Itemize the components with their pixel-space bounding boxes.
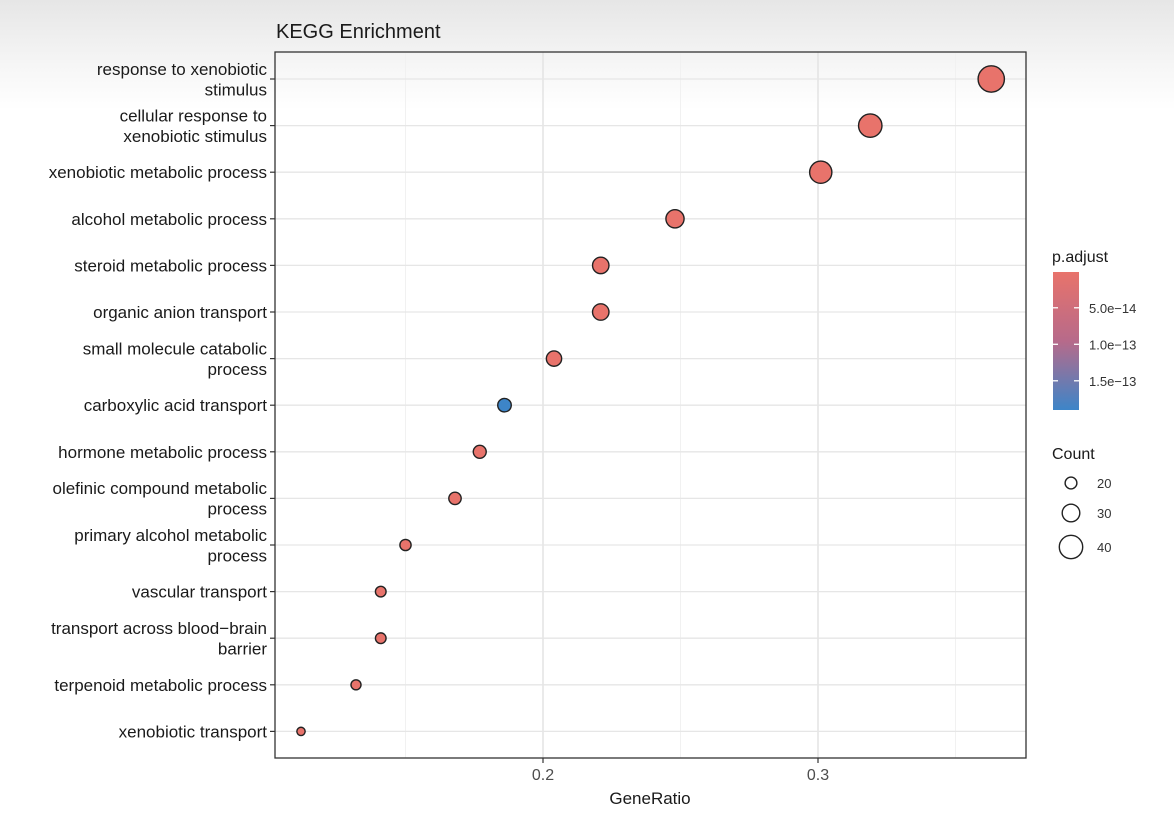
- y-tick-label: primary alcohol metabolic: [74, 526, 267, 545]
- y-tick-label: organic anion transport: [93, 303, 267, 322]
- data-point: [296, 726, 306, 737]
- y-tick-label: process: [207, 500, 267, 519]
- y-tick-label: xenobiotic metabolic process: [49, 163, 267, 182]
- y-tick-label: barrier: [218, 639, 267, 658]
- size-legend-entries: 20 30 40: [1058, 476, 1111, 560]
- x-axis-title: GeneRatio: [609, 789, 690, 808]
- y-tick-label: steroid metabolic process: [74, 256, 267, 275]
- size-legend-circle: [1064, 476, 1078, 490]
- y-tick-label: small molecule catabolic: [83, 339, 268, 358]
- size-legend-circle: [1058, 534, 1084, 560]
- grid: [275, 52, 1026, 758]
- data-point: [374, 632, 387, 645]
- y-tick-label: vascular transport: [132, 583, 267, 602]
- y-tick-label: xenobiotic transport: [119, 722, 268, 741]
- y-tick-label: xenobiotic stimulus: [123, 127, 267, 146]
- colorbar-tick-label: 5.0e−14: [1089, 301, 1136, 316]
- data-point: [448, 491, 462, 506]
- data-point: [374, 585, 387, 598]
- y-tick-label: transport across blood−brain: [51, 619, 267, 638]
- data-point: [350, 679, 362, 691]
- size-legend-title: Count: [1052, 446, 1095, 463]
- y-tick-label: process: [207, 360, 267, 379]
- color-legend-title: p.adjust: [1052, 249, 1109, 266]
- size-legend-label: 30: [1097, 506, 1111, 521]
- y-tick-label: terpenoid metabolic process: [54, 676, 267, 695]
- colorbar-ticks: 5.0e−14 1.0e−13 1.5e−13: [1053, 301, 1136, 389]
- size-legend: Count 20 30 40: [1052, 446, 1111, 560]
- colorbar-tick-label: 1.5e−13: [1089, 374, 1136, 389]
- y-tick-label: hormone metabolic process: [58, 443, 267, 462]
- color-legend: p.adjust 5.0e−14 1.0e−13 1.5e−13: [1052, 249, 1136, 410]
- y-tick-label: stimulus: [205, 80, 267, 99]
- data-point: [545, 350, 563, 367]
- x-tick-label: 0.3: [807, 767, 829, 784]
- data-point: [665, 209, 685, 229]
- colorbar: [1053, 272, 1079, 410]
- data-point: [399, 538, 412, 552]
- size-legend-label: 40: [1097, 540, 1111, 555]
- size-legend-label: 20: [1097, 476, 1111, 491]
- y-tick-label: olefinic compound metabolic: [52, 479, 267, 498]
- data-point: [808, 160, 833, 185]
- y-tick-label: cellular response to: [120, 106, 267, 125]
- size-legend-circle: [1061, 503, 1081, 523]
- y-tick-label: process: [207, 546, 267, 565]
- data-point: [591, 303, 610, 321]
- y-tick-label: alcohol metabolic process: [71, 210, 267, 229]
- data-point: [977, 65, 1006, 93]
- data-point: [472, 444, 487, 459]
- colorbar-tick-label: 1.0e−13: [1089, 337, 1136, 352]
- y-tick-label: carboxylic acid transport: [84, 396, 268, 415]
- x-tick-label: 0.2: [532, 767, 554, 784]
- chart-title: KEGG Enrichment: [276, 21, 441, 43]
- data-points: [296, 65, 1006, 737]
- data-point: [497, 397, 512, 413]
- data-point: [857, 113, 883, 139]
- y-tick-label: response to xenobiotic: [97, 60, 268, 79]
- data-point: [591, 256, 610, 275]
- x-axis: 0.2 0.3: [532, 758, 829, 784]
